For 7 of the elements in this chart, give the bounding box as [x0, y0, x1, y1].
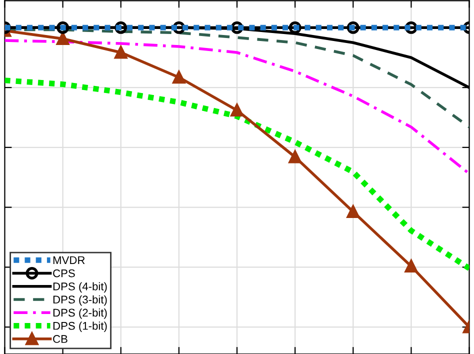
legend-label: CPS — [53, 269, 75, 278]
legend-label: DPS (2-bit) — [53, 308, 107, 319]
legend-label: DPS (1-bit) — [53, 322, 107, 332]
legend-label: DPS (3-bit) — [53, 295, 107, 306]
legend-label: DPS (4-bit) — [53, 282, 107, 293]
legend-label: CB — [53, 335, 68, 343]
legend-label: MVDR — [53, 256, 85, 264]
